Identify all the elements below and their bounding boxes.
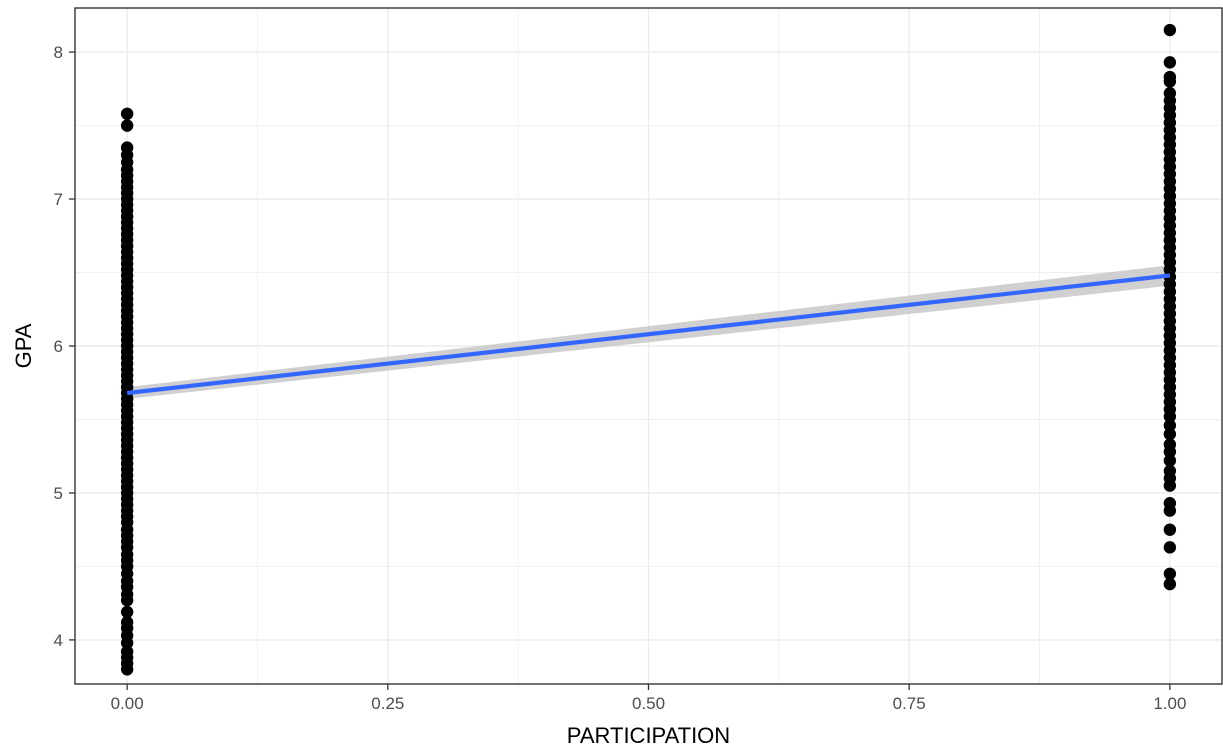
data-point: [1163, 56, 1177, 69]
x-tick-label: 0.00: [111, 694, 144, 713]
y-axis-title: GPA: [11, 323, 36, 368]
y-tick-label: 6: [54, 337, 63, 356]
data-point: [1163, 567, 1177, 580]
data-points: [120, 23, 1177, 676]
data-point: [1163, 523, 1177, 536]
fit-line-layer: [126, 273, 1171, 396]
data-point: [1163, 497, 1177, 510]
data-point: [1163, 577, 1177, 591]
data-point: [120, 616, 134, 629]
data-point: [1163, 427, 1177, 441]
y-tick-label: 4: [54, 631, 63, 650]
y-tick-label: 8: [54, 43, 63, 62]
data-point: [1163, 87, 1177, 100]
data-point: [1163, 464, 1177, 478]
x-tick-label: 0.25: [371, 694, 404, 713]
data-point: [1163, 541, 1177, 554]
x-axis-title: PARTICIPATION: [567, 723, 730, 748]
major-gridlines: [75, 8, 1222, 684]
regression-line: [126, 273, 1171, 396]
data-point: [120, 645, 134, 658]
data-point: [1163, 23, 1177, 37]
y-tick-label: 5: [54, 484, 63, 503]
data-point: [1163, 419, 1177, 432]
x-tick-label: 0.50: [632, 694, 665, 713]
data-point: [1163, 438, 1177, 451]
data-point: [120, 605, 134, 619]
data-point: [1163, 454, 1177, 467]
data-point: [120, 107, 134, 121]
data-point: [120, 141, 134, 154]
y-axis-ticks: 4 5 6 7 8: [54, 43, 75, 650]
data-point: [1163, 70, 1177, 84]
y-tick-label: 7: [54, 190, 63, 209]
data-point: [120, 119, 134, 132]
x-tick-label: 1.00: [1153, 694, 1186, 713]
x-axis-ticks: 0.00 0.25 0.50 0.75 1.00: [111, 684, 1186, 713]
x-tick-label: 0.75: [893, 694, 926, 713]
